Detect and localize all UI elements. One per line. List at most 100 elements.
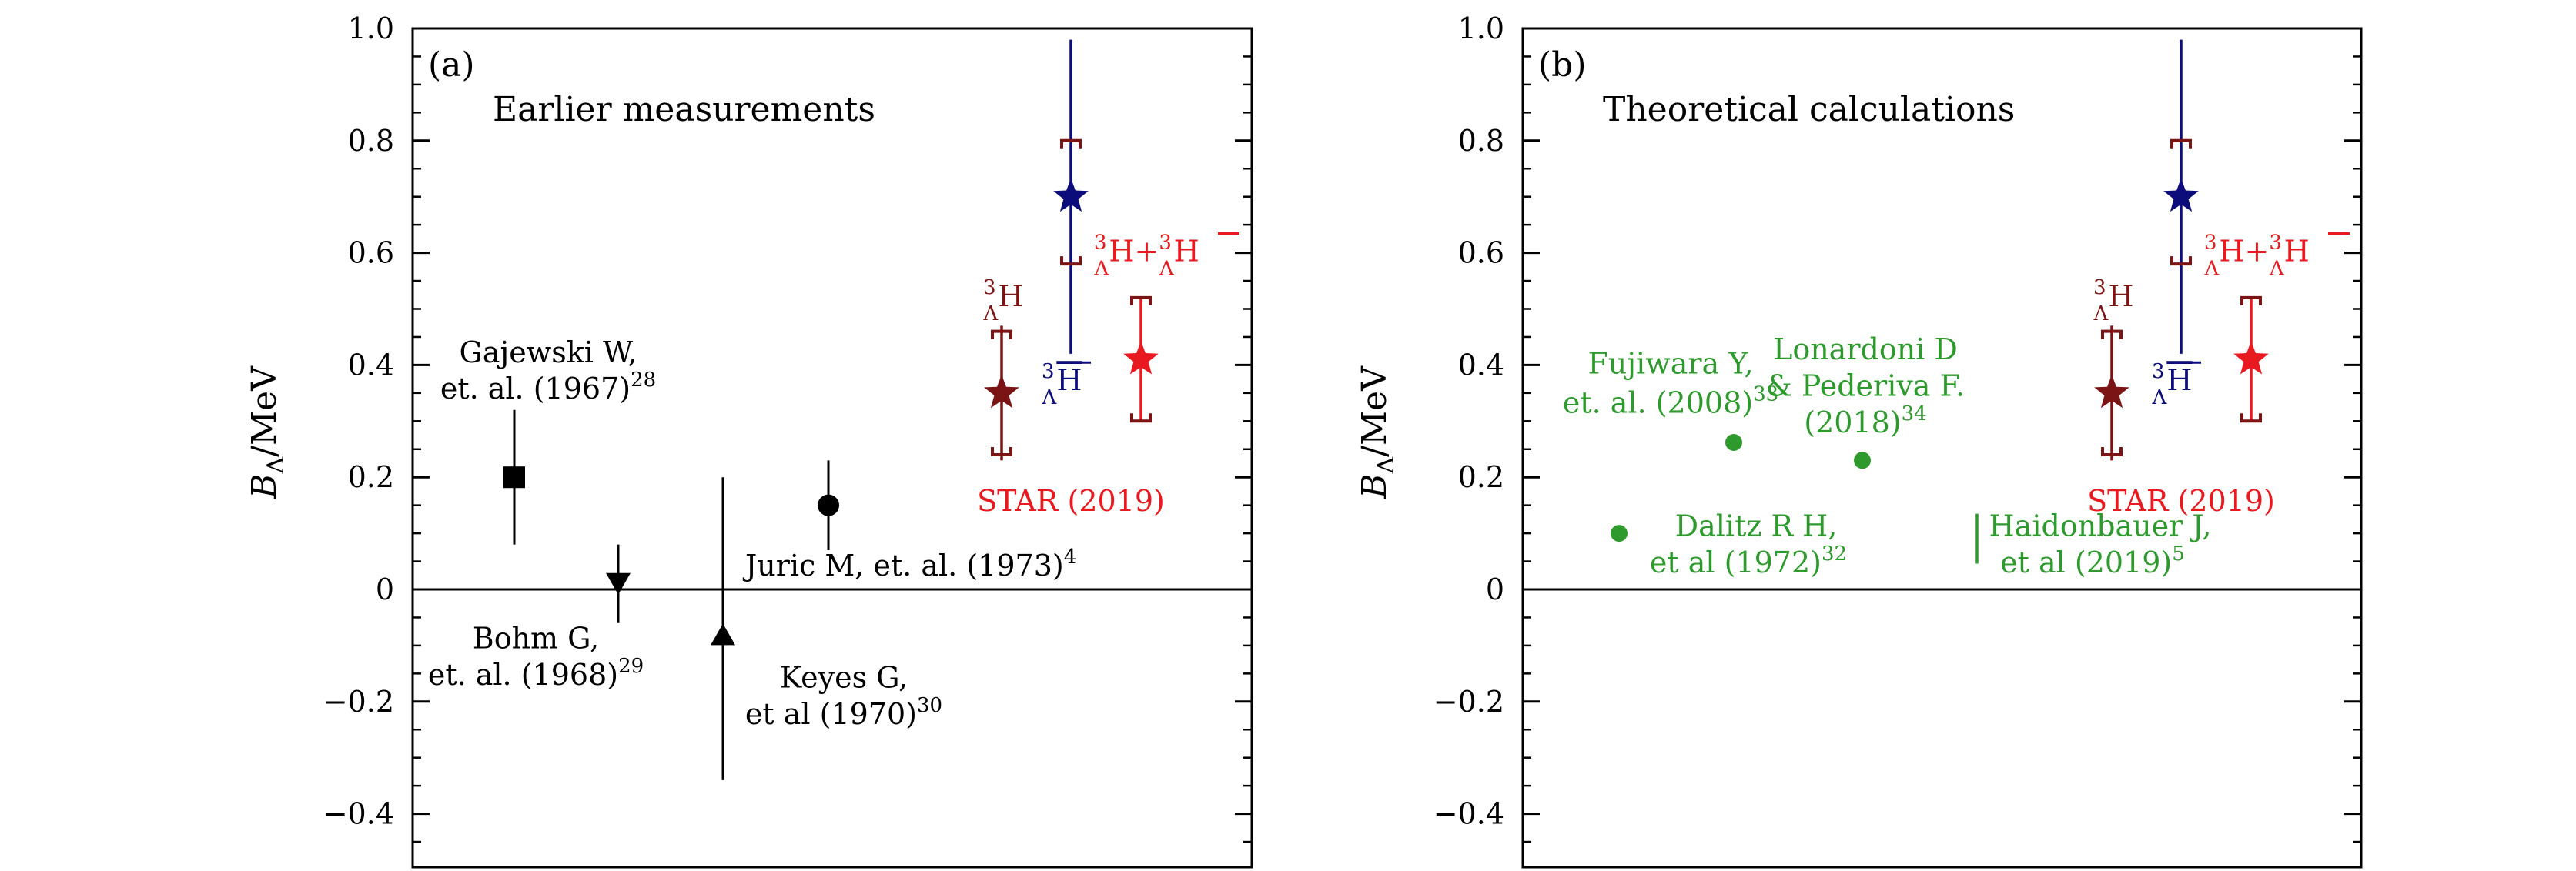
star-sys-bracket-high: [2170, 138, 2192, 149]
label-lonardoni-2: & Pederiva F.: [1766, 369, 1965, 402]
label-sub: Λ: [2093, 302, 2109, 325]
label-keyes-2-ref: 30: [917, 694, 942, 717]
label-fujiwara-2-text: et. al. (2008): [1563, 385, 1753, 419]
star-marker: [2163, 178, 2199, 212]
label-juric-text: Juric M, et. al. (1973): [742, 549, 1064, 582]
label-keyes-2-text: et al (1970): [745, 697, 917, 731]
star-marker: [1053, 178, 1089, 212]
label-sub2: Λ: [1159, 258, 1175, 281]
star-sys-bracket-high: [1060, 138, 1082, 149]
star-label-hypertriton: 3 ΛH: [2093, 276, 2134, 325]
label-sub: Λ: [983, 302, 999, 325]
star-sys-bracket-low: [2170, 256, 2192, 266]
theory-marker-circle: [1611, 525, 1628, 542]
label-lonardoni-3: (2018)34: [1804, 402, 1926, 439]
y-axis-label-unit: /MeV: [1355, 365, 1394, 457]
star-marker: [2094, 374, 2129, 409]
label-dalitz-2: et al (1972)32: [1650, 542, 1847, 579]
label-sup2: 3: [2269, 232, 2282, 255]
label-main2: H: [1174, 235, 1199, 269]
ytick-label: 0.8: [348, 124, 394, 158]
ytick-label: 0.6: [348, 236, 394, 270]
plot-frame: [411, 27, 1253, 869]
panel-label: (a): [428, 45, 475, 85]
label-bohm-2-text: et. al. (1968): [428, 658, 618, 692]
label-sup: 3: [1042, 360, 1055, 383]
label-main: H+: [2219, 235, 2269, 269]
label-dalitz-1: Dalitz R H,: [1675, 509, 1838, 543]
label-lonardoni-3-text: (2018): [1804, 405, 1901, 439]
ytick-label: 0.4: [1458, 348, 1504, 382]
star-caption: STAR (2019): [977, 484, 1165, 518]
y-axis-label-sub: Λ: [263, 457, 289, 475]
star-sys-bracket-low: [2240, 413, 2262, 423]
panel-heading: Theoretical calculations: [1603, 90, 2015, 129]
label-keyes-2: et al (1970)30: [745, 694, 942, 731]
ytick-label: 0.6: [1458, 236, 1504, 270]
label-gajewski-2-ref: 28: [631, 369, 656, 392]
label-sub: Λ: [2204, 258, 2220, 281]
panel-b: −0.4−0.200.20.40.60.81.0BΛ/MeV(b)Theoret…: [1355, 12, 2363, 869]
ytick-label: 0.2: [1458, 460, 1504, 494]
label-keyes-1: Keyes G,: [780, 661, 908, 695]
ytick-label: 0: [376, 572, 394, 606]
label-haidonbauer-2-text: et al (2019): [2000, 546, 2172, 579]
star-marker: [984, 374, 1019, 409]
label-lonardoni-1: Lonardoni D: [1773, 332, 1958, 366]
ytick-label: −0.2: [323, 685, 394, 719]
label-haidonbauer-2-ref: 5: [2172, 542, 2185, 566]
label-dalitz-2-text: et al (1972): [1650, 546, 1822, 579]
measurement-marker-circle: [818, 494, 839, 516]
plot-frame: [1521, 27, 2363, 869]
panel-heading: Earlier measurements: [493, 90, 875, 129]
label-juric: Juric M, et. al. (1973)4: [742, 546, 1076, 582]
label-gajewski-1: Gajewski W,: [459, 335, 637, 369]
label-sup2: 3: [1159, 232, 1172, 255]
ytick-label: −0.4: [323, 797, 394, 831]
star-label-antihypertriton: 3 ΛH: [1042, 360, 1082, 409]
label-haidonbauer-2: et al (2019)5: [2000, 542, 2185, 579]
label-gajewski-2-text: et. al. (1967): [440, 372, 631, 405]
star-label-combined: 3 ΛH+3 ΛH: [1094, 232, 1199, 281]
label-sub: Λ: [1094, 258, 1110, 281]
label-bohm-2: et. al. (1968)29: [428, 655, 644, 692]
star-sys-bracket-high: [2240, 295, 2262, 305]
y-axis-label-sub: Λ: [1373, 457, 1400, 475]
star-marker: [1123, 341, 1159, 375]
y-axis-label: BΛ/MeV: [1355, 365, 1400, 499]
label-main: H: [998, 279, 1023, 313]
y-axis-label: BΛ/MeV: [245, 365, 289, 499]
theory-marker-circle: [1725, 434, 1742, 452]
star-sys-bracket-high: [2101, 329, 2123, 339]
label-lonardoni-3-ref: 34: [1902, 402, 1927, 425]
star-sys-bracket-low: [991, 447, 1012, 457]
label-main: H: [2166, 363, 2192, 397]
label-bohm-2-ref: 29: [618, 655, 644, 678]
label-fujiwara-2: et. al. (2008)33: [1563, 382, 1778, 419]
star-marker: [2233, 341, 2269, 375]
label-sup: 3: [1094, 232, 1107, 255]
label-main: H+: [1109, 235, 1159, 269]
star-caption: STAR (2019): [2087, 484, 2275, 518]
label-main: H: [1056, 363, 1082, 397]
label-sup: 3: [2093, 276, 2106, 299]
label-haidonbauer-1: Haidonbauer J,: [1989, 509, 2212, 543]
measurement-marker-square: [503, 466, 525, 489]
star-sys-bracket-low: [1130, 413, 1152, 423]
ytick-label: 0.8: [1458, 124, 1504, 158]
star-sys-bracket-low: [2101, 447, 2123, 457]
ytick-label: 0: [1486, 572, 1504, 606]
label-juric-ref: 4: [1064, 546, 1077, 569]
label-sup: 3: [983, 276, 996, 299]
ytick-label: 0.4: [348, 348, 394, 382]
star-sys-bracket-low: [1060, 256, 1082, 266]
label-sup: 3: [2152, 360, 2165, 383]
ytick-label: −0.4: [1434, 797, 1504, 831]
star-label-antihypertriton: 3 ΛH: [2152, 360, 2193, 409]
label-sub: Λ: [2152, 386, 2168, 409]
ytick-label: 0.2: [348, 460, 394, 494]
label-sup: 3: [2204, 232, 2217, 255]
label-fujiwara-2-ref: 33: [1753, 382, 1778, 405]
label-main: H: [2108, 279, 2133, 313]
